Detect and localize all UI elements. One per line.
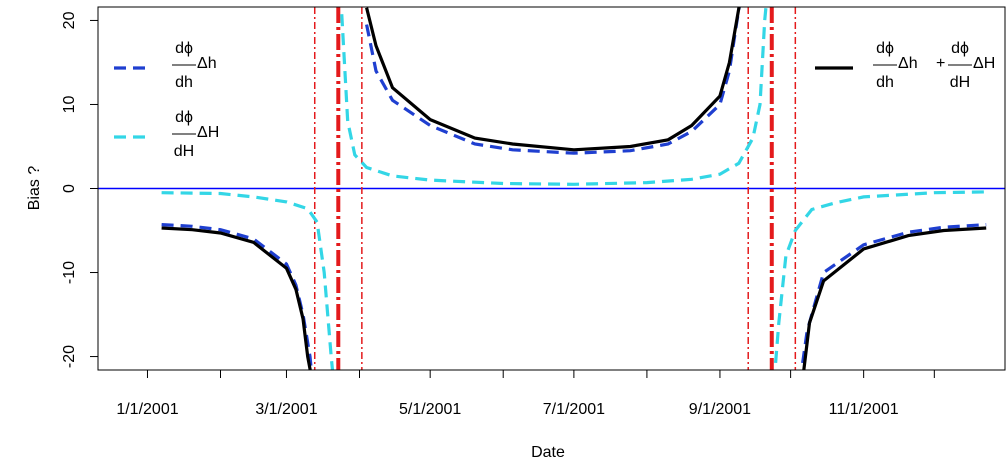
legend-numerator: dϕ (175, 109, 193, 126)
legend-operator: + (936, 55, 945, 72)
legend-denominator: dh (175, 74, 193, 91)
series-line (161, 7, 987, 370)
legend-denominator: dH (950, 74, 970, 91)
y-tick-label: -20 (61, 345, 78, 368)
y-tick-label: 20 (61, 11, 78, 29)
legend-term: ΔH (973, 55, 995, 72)
legend-term: Δh (197, 55, 217, 72)
plot-marks (161, 7, 987, 370)
x-tick-label: 11/1/2001 (829, 401, 899, 418)
y-axis-label: Bias ? (26, 166, 43, 211)
legend-denominator: dh (876, 74, 894, 91)
x-tick-label: 7/1/2001 (543, 401, 605, 418)
x-tick-label: 1/1/2001 (116, 401, 178, 418)
series-line (161, 7, 987, 370)
y-tick-label: 10 (61, 95, 78, 113)
x-tick-label: 3/1/2001 (255, 401, 317, 418)
x-tick-label: 9/1/2001 (689, 401, 751, 418)
legend-numerator: dϕ (951, 40, 969, 57)
y-tick-label: 0 (61, 184, 78, 193)
legend-denominator: dH (174, 143, 194, 160)
series-line (161, 7, 987, 370)
legend-term: ΔH (197, 124, 219, 141)
y-tick-label: -10 (61, 261, 78, 284)
x-axis-label: Date (531, 444, 565, 461)
legend-numerator: dϕ (175, 40, 193, 57)
legend-numerator: dϕ (876, 40, 894, 57)
x-tick-label: 5/1/2001 (399, 401, 461, 418)
legend-term: Δh (898, 55, 918, 72)
